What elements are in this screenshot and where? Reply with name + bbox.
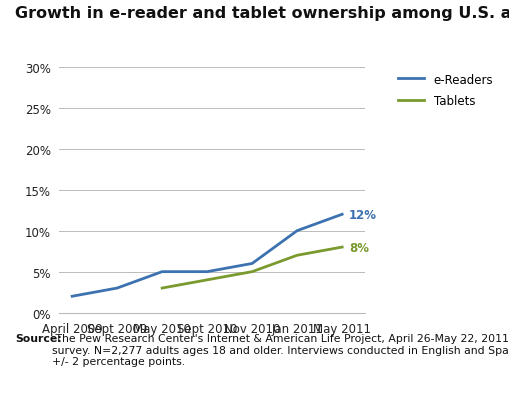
Text: The Pew Research Center's Internet & American Life Project, April 26-May 22, 201: The Pew Research Center's Internet & Ame… [52, 333, 509, 366]
Text: 8%: 8% [348, 241, 368, 254]
Legend: e-Readers, Tablets: e-Readers, Tablets [398, 73, 492, 108]
Text: 12%: 12% [348, 208, 376, 221]
Text: Source:: Source: [15, 333, 62, 343]
Text: Growth in e-reader and tablet ownership among U.S. adults: Growth in e-reader and tablet ownership … [15, 6, 509, 21]
